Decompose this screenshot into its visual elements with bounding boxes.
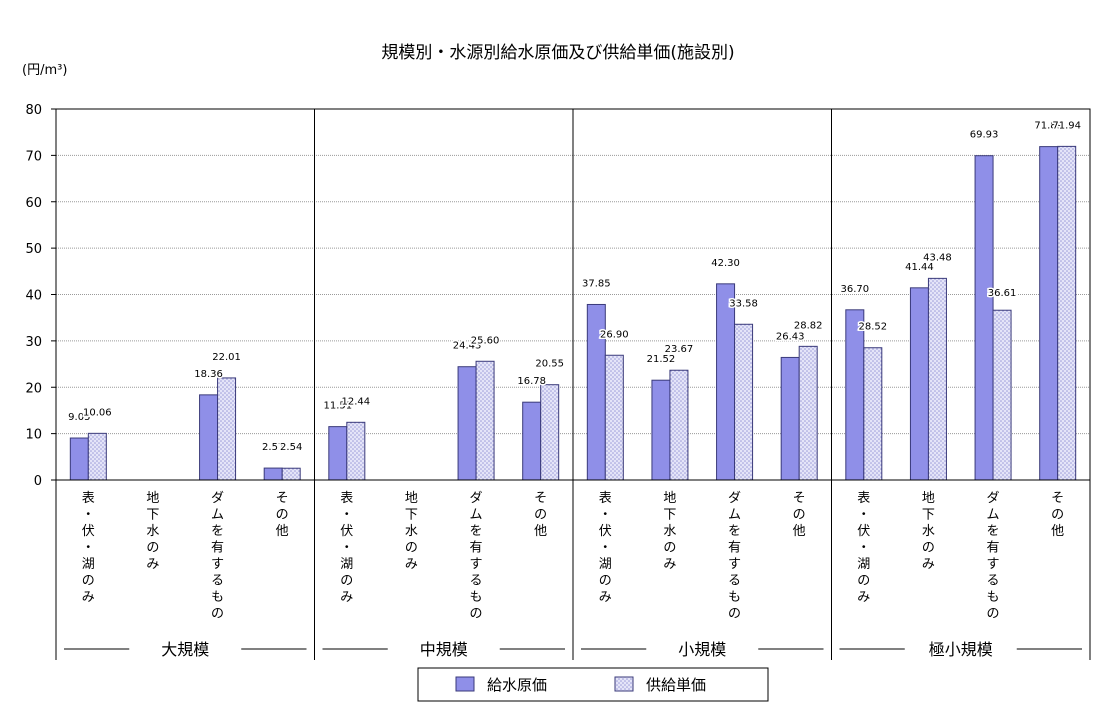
bar	[199, 394, 219, 481]
data-label: 71.89	[1034, 121, 1063, 132]
legend: 給水原価 供給単価	[417, 667, 769, 702]
group-label: 中規模	[420, 640, 468, 659]
data-label: 69.93	[970, 130, 999, 141]
y-tick-label: 50	[25, 242, 42, 257]
chart-title: 規模別・水源別給水原価及び供給単価(施設別)	[381, 43, 734, 63]
axes: 0 10 20 30 40 50 60 70 80 表・伏・湖のみ 地下水のみ ダムを有するもの その他…	[25, 103, 1091, 660]
category-label: 表・伏・湖のみ	[340, 491, 353, 605]
category-label: 地下水のみ	[405, 491, 418, 572]
category-label: その他	[276, 491, 289, 539]
bars	[69, 145, 1077, 481]
data-label: 2.57	[262, 442, 284, 453]
bar	[457, 366, 477, 481]
legend-box	[417, 667, 769, 702]
data-label: 12.44	[341, 396, 370, 407]
group-label: 小規模	[678, 640, 726, 659]
bar	[863, 347, 883, 481]
bar	[927, 277, 947, 481]
category-label: 表・伏・湖のみ	[857, 491, 870, 605]
bar	[328, 426, 348, 481]
data-label: 18.36	[194, 369, 223, 380]
data-label: 26.43	[776, 331, 805, 342]
bar	[217, 377, 237, 481]
category-label: ダムを有するもの	[987, 491, 1000, 622]
category-label: その他	[534, 491, 547, 539]
category-label: その他	[1051, 491, 1064, 539]
y-tick-label: 80	[25, 103, 42, 118]
data-label: 2.54	[280, 442, 302, 453]
data-label: 36.70	[840, 284, 869, 295]
category-label: 地下水のみ	[663, 491, 676, 572]
y-tick-label: 70	[25, 149, 42, 164]
category-label: その他	[793, 491, 806, 539]
data-label: 37.85	[582, 278, 611, 289]
data-label: 28.52	[858, 322, 887, 333]
bar	[87, 432, 107, 481]
legend-label: 給水原価	[487, 676, 547, 694]
data-label: 23.67	[665, 344, 694, 355]
legend-label: 供給単価	[646, 676, 706, 694]
category-label: ダムを有するもの	[211, 491, 224, 622]
bar	[69, 437, 89, 481]
y-tick-label: 40	[25, 289, 42, 304]
bar	[475, 360, 495, 481]
data-label: 28.82	[794, 320, 823, 331]
y-tick-label: 10	[25, 428, 42, 443]
data-label: 22.01	[212, 352, 241, 363]
data-label: 41.44	[905, 262, 934, 273]
data-label: 20.55	[535, 359, 564, 370]
bar	[604, 354, 624, 481]
bar	[974, 155, 994, 481]
bar	[1057, 145, 1077, 481]
bar	[798, 345, 818, 481]
bar	[780, 356, 800, 481]
group-label: 大規模	[161, 640, 209, 659]
y-tick-label: 60	[25, 196, 42, 211]
data-labels: 9.05 18.36 2.57 11.51 24.43 16.78 37.85 21.52 42…	[67, 119, 1083, 455]
y-axis-label: (円/m³)	[22, 63, 67, 78]
y-tick-label: 30	[25, 335, 42, 350]
bar	[909, 287, 929, 481]
y-tick-label: 0	[34, 474, 42, 489]
bar	[540, 384, 560, 481]
legend-swatch	[455, 676, 475, 692]
data-label: 10.06	[83, 407, 112, 418]
data-label: 36.61	[988, 288, 1017, 299]
bar	[651, 379, 671, 481]
data-label: 42.30	[711, 258, 740, 269]
data-label: 24.43	[453, 341, 482, 352]
bar	[522, 401, 542, 481]
bar	[992, 309, 1012, 481]
bar	[716, 283, 736, 481]
category-label: ダムを有するもの	[728, 491, 741, 622]
data-label: 25.60	[471, 335, 500, 346]
bar	[845, 309, 865, 481]
data-label: 9.05	[68, 412, 90, 423]
bar	[734, 323, 754, 481]
category-label: 表・伏・湖のみ	[599, 491, 612, 605]
data-label: 26.90	[600, 329, 629, 340]
category-label: ダムを有するもの	[470, 491, 483, 622]
bar	[263, 467, 283, 481]
bar	[346, 421, 366, 481]
category-label: 地下水のみ	[922, 491, 935, 572]
data-label: 71.94	[1052, 120, 1081, 131]
data-label: 11.51	[323, 401, 352, 412]
bar	[281, 467, 301, 481]
data-label: 21.52	[647, 354, 676, 365]
bar	[669, 369, 689, 481]
legend-swatch	[614, 676, 634, 692]
category-label: 表・伏・湖のみ	[82, 491, 95, 605]
data-label: 33.58	[729, 298, 758, 309]
category-label: 地下水のみ	[146, 491, 159, 572]
bar	[1039, 146, 1059, 481]
group-label: 極小規模	[929, 640, 993, 659]
y-tick-label: 20	[25, 381, 42, 396]
data-label: 16.78	[517, 376, 546, 387]
data-label: 43.48	[923, 252, 952, 263]
